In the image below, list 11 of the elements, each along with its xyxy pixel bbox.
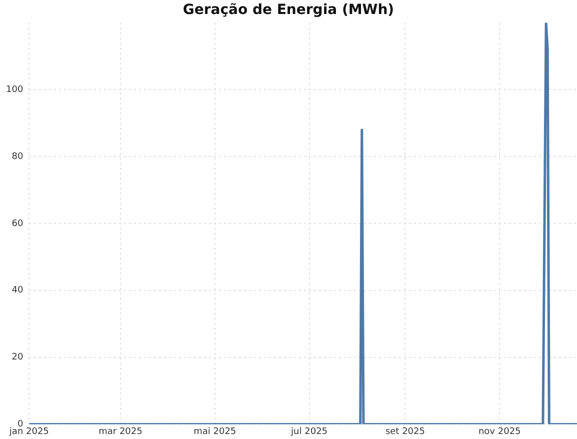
x-tick-label: nov 2025: [478, 426, 521, 437]
x-tick-label: set 2025: [385, 426, 425, 437]
x-tick-label: jul 2025: [290, 426, 328, 437]
y-tick-label: 20: [12, 352, 24, 363]
x-tick-label: mar 2025: [98, 426, 142, 437]
chart-title: Geração de Energia (MWh): [182, 2, 394, 18]
x-tick-label: mai 2025: [194, 426, 236, 437]
y-tick-label: 100: [6, 85, 24, 96]
y-tick-label: 60: [12, 218, 24, 229]
y-tick-label: 40: [12, 286, 24, 296]
y-tick-label: 80: [12, 152, 24, 162]
